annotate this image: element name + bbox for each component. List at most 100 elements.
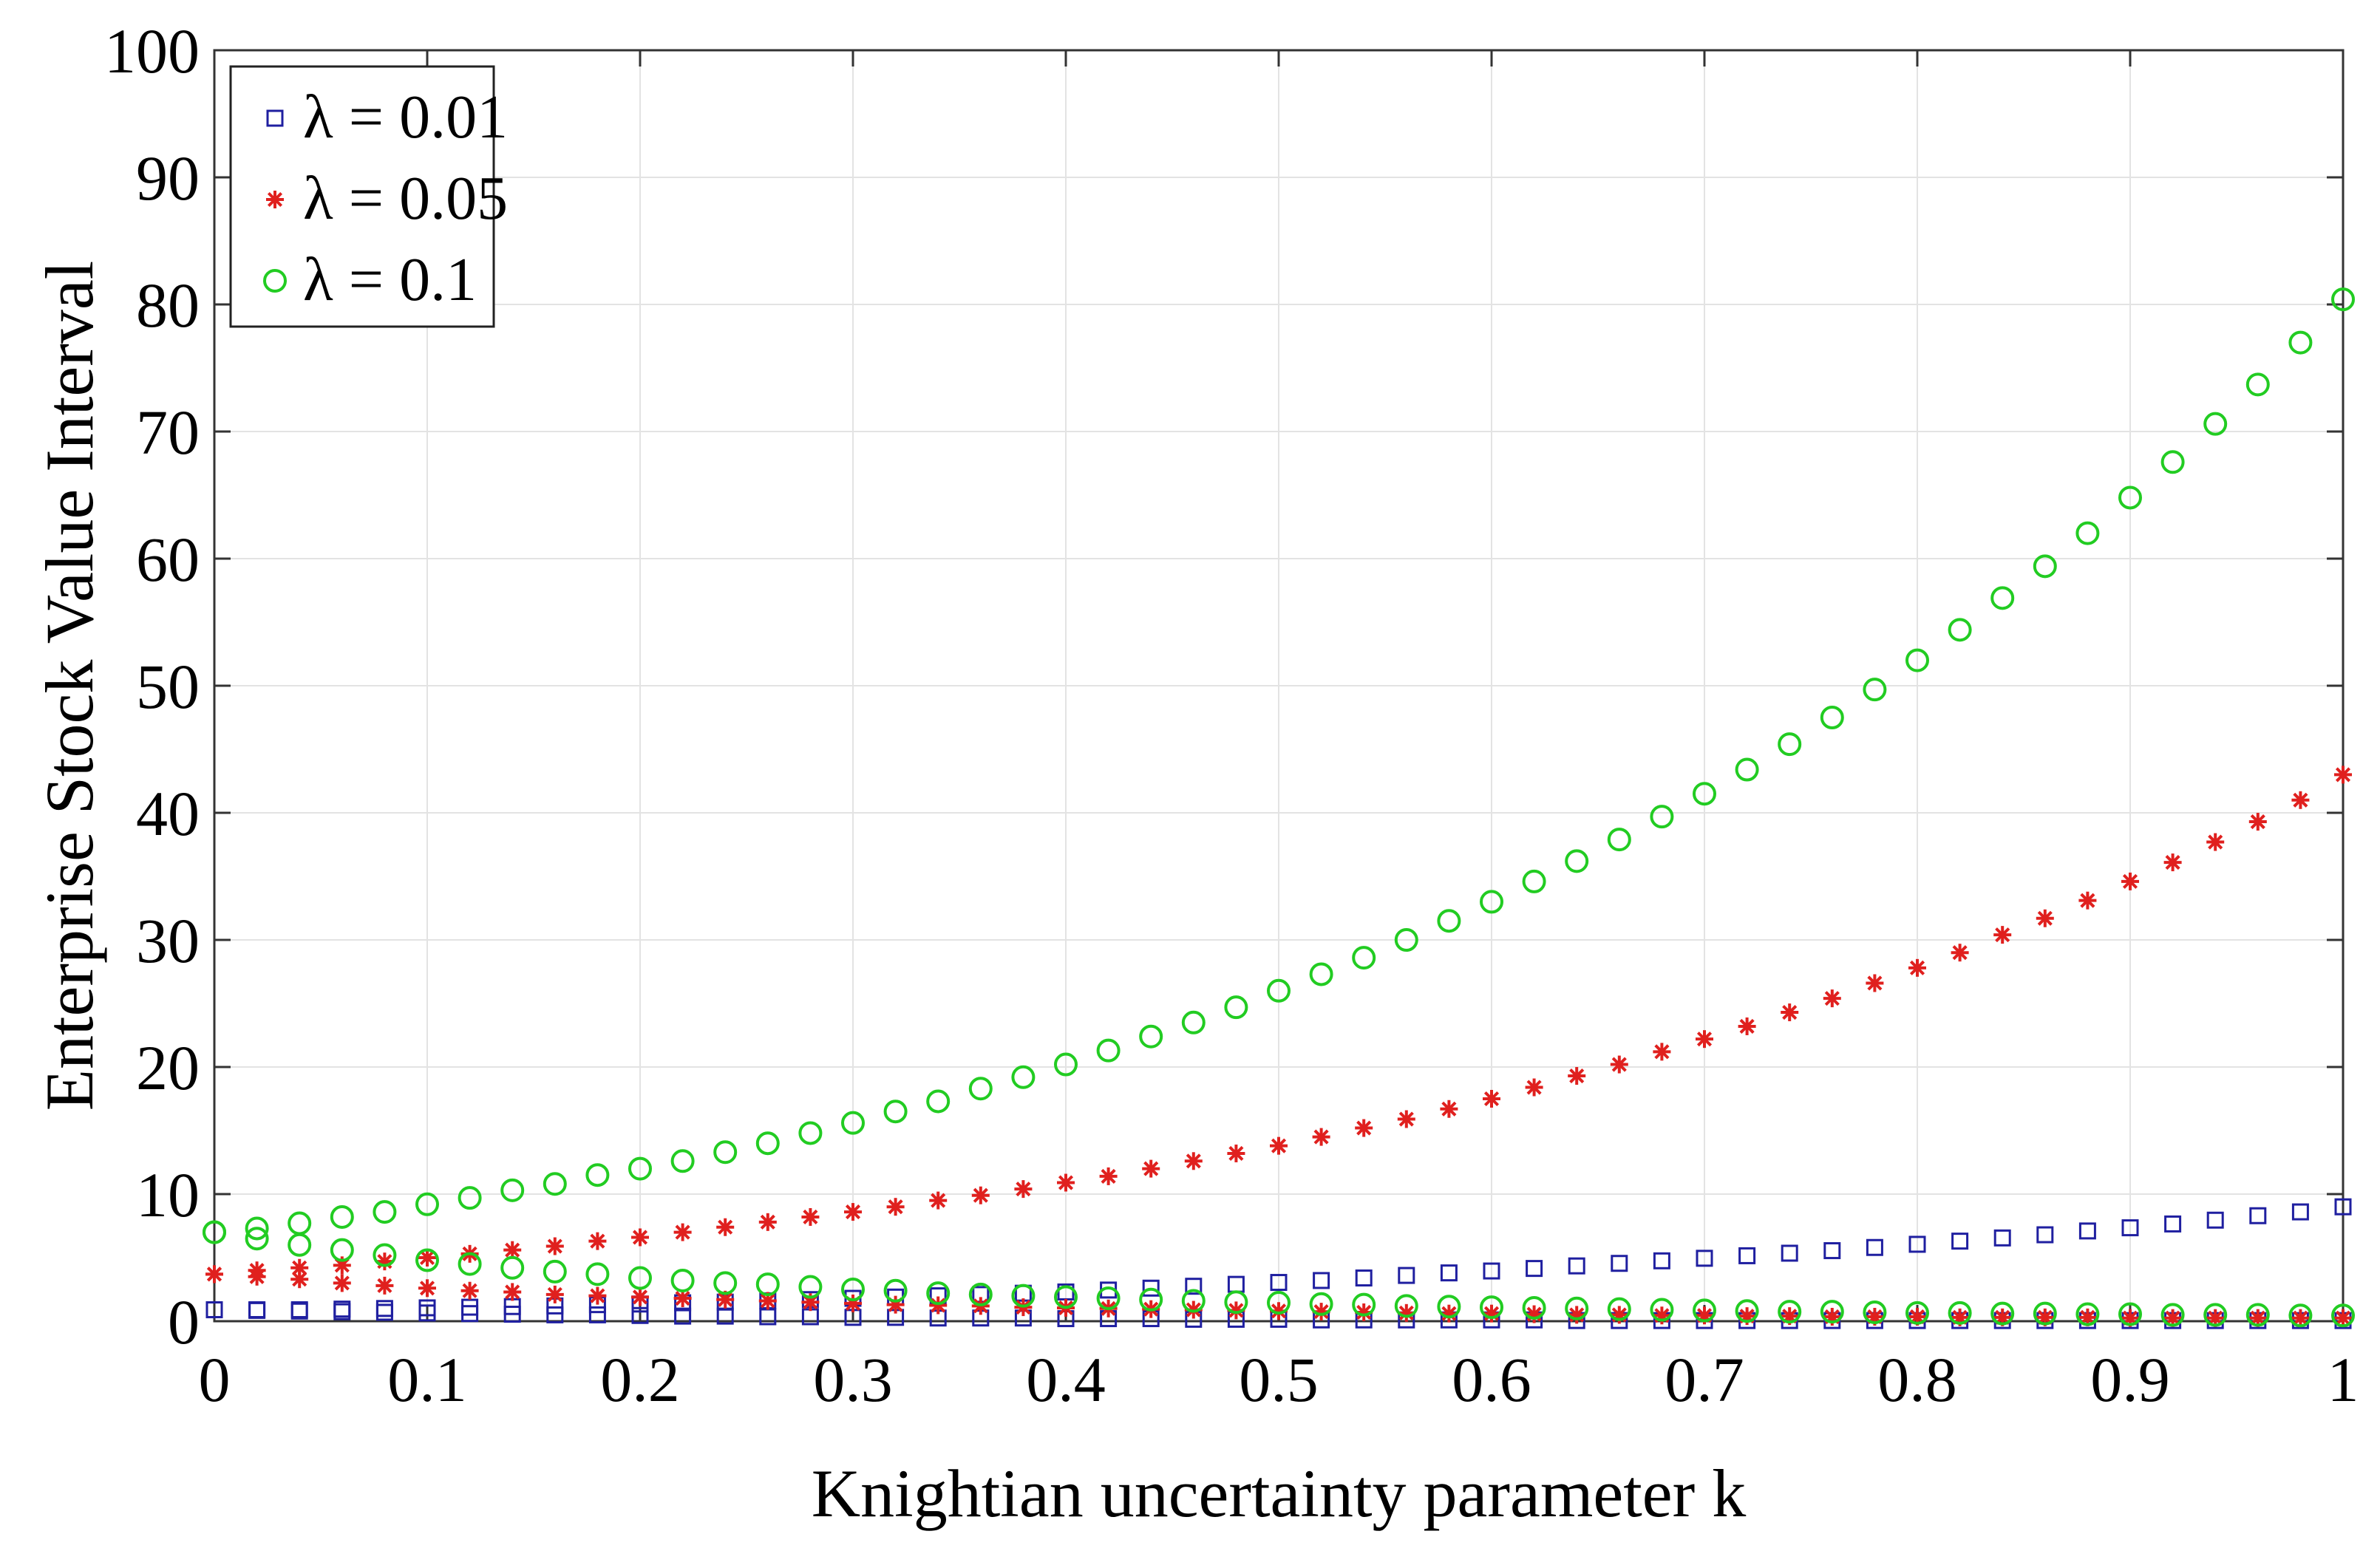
- data-point-upper-stroke: [2165, 855, 2180, 870]
- data-point-upper: [2206, 1211, 2224, 1229]
- data-point-lower: [1267, 1291, 1291, 1315]
- data-point-upper-stroke: [1739, 1018, 1755, 1034]
- data-point-upper: [1948, 618, 1972, 642]
- data-point-upper: [1866, 974, 1884, 992]
- data-point-upper: [585, 1163, 610, 1187]
- data-point-upper-stroke: [1313, 1129, 1329, 1145]
- data-point-upper-stroke: [1569, 1068, 1585, 1084]
- data-point-lower: [670, 1268, 695, 1292]
- data-point-lower: [203, 1220, 226, 1244]
- data-point-lower-stroke: [377, 1278, 392, 1293]
- data-point-upper-stroke: [803, 1209, 818, 1225]
- data-point-lower: [375, 1276, 394, 1295]
- data-point-upper: [801, 1207, 820, 1226]
- data-point-upper-stroke: [1441, 1101, 1457, 1117]
- data-point-upper: [1951, 944, 1969, 962]
- data-point-lower: [546, 1306, 564, 1323]
- data-point-upper: [2163, 853, 2182, 872]
- data-point-lower: [798, 1275, 823, 1299]
- data-point-upper: [2036, 909, 2054, 927]
- data-point-lower: [588, 1286, 607, 1305]
- data-point-upper: [1696, 1250, 1713, 1267]
- data-point-upper: [1738, 1247, 1756, 1264]
- data-point-lower: [2245, 1303, 2270, 1327]
- data-point-upper: [2121, 1219, 2139, 1237]
- data-point-upper: [1096, 1038, 1121, 1063]
- axis-ticks: 0 0.1 0.2 0.3 0.4 0.5 0.6 0.7 0.8 0.9 101020304050…: [104, 16, 2359, 1415]
- data-point-lower: [2078, 1308, 2097, 1326]
- data-point-upper: [1309, 962, 1333, 986]
- data-point-upper: [2036, 1226, 2054, 1244]
- data-point-upper-stroke: [2037, 910, 2053, 926]
- data-point-lower: [929, 1296, 948, 1315]
- data-point-upper: [1355, 1119, 1373, 1137]
- data-point-lower: [1394, 1294, 1418, 1318]
- data-point-lower: [1309, 1292, 1333, 1316]
- data-point-lower: [1181, 1289, 1206, 1313]
- x-tick-label: 0.4: [1026, 1344, 1106, 1415]
- data-point-lower: [1525, 1305, 1543, 1323]
- data-point-upper-stroke: [2250, 814, 2265, 830]
- data-point-lower: [290, 1302, 308, 1320]
- data-point-lower: [2331, 1303, 2355, 1328]
- data-point-upper: [2334, 766, 2352, 784]
- data-point-lower: [1650, 1298, 1674, 1322]
- series-2: [203, 287, 2355, 1328]
- data-point-upper: [1908, 1235, 1926, 1253]
- data-point-lower-stroke: [2080, 1309, 2095, 1325]
- data-point-lower: [2334, 1309, 2352, 1327]
- data-point-upper-stroke: [1952, 945, 1968, 961]
- data-point-upper-stroke: [973, 1187, 988, 1203]
- legend-marker-1-stroke: [267, 191, 283, 208]
- data-point-lower: [333, 1303, 351, 1320]
- data-point-upper: [1522, 869, 1546, 893]
- y-axis-label: Enterprise Stock Value Interval: [32, 261, 107, 1111]
- data-point-upper: [1866, 1238, 1883, 1256]
- data-point-upper: [2245, 372, 2270, 397]
- data-point-lower-stroke: [292, 1272, 307, 1287]
- data-point-upper: [1142, 1279, 1160, 1297]
- legend-marker-2: [263, 269, 287, 293]
- data-point-upper: [1823, 989, 1841, 1008]
- y-tick-label: 30: [136, 905, 200, 976]
- y-tick-label: 60: [136, 524, 200, 595]
- data-point-lower: [2206, 1309, 2225, 1327]
- data-point-upper: [330, 1204, 354, 1229]
- data-point-upper: [1185, 1278, 1203, 1295]
- data-point-lower: [755, 1272, 780, 1297]
- data-point-upper: [2248, 813, 2267, 831]
- data-point-lower-stroke: [1313, 1304, 1329, 1320]
- data-point-lower: [1948, 1301, 1972, 1325]
- data-point-upper-stroke: [845, 1204, 861, 1220]
- data-point-upper: [2288, 330, 2313, 355]
- data-point-lower: [883, 1278, 908, 1303]
- data-point-upper: [2331, 287, 2355, 312]
- data-point-upper: [886, 1198, 905, 1216]
- data-point-lower: [631, 1306, 649, 1324]
- data-point-upper: [1054, 1052, 1078, 1077]
- data-point-upper: [1480, 890, 1503, 914]
- data-point-upper: [418, 1249, 436, 1267]
- data-point-upper: [926, 1089, 951, 1114]
- data-point-upper: [1565, 849, 1589, 873]
- data-point-lower: [1522, 1295, 1546, 1320]
- data-point-upper: [1483, 1090, 1500, 1108]
- data-point-lower-stroke: [2165, 1310, 2180, 1326]
- data-point-upper: [670, 1149, 695, 1173]
- data-point-upper: [543, 1172, 567, 1196]
- legend-label-lambda-0.05: λ = 0.05: [303, 164, 508, 233]
- x-tick-label: 0.2: [600, 1344, 680, 1415]
- x-axis-label: Knightian uncertainty parameter k: [812, 1456, 1747, 1531]
- data-point-upper: [1993, 926, 2012, 944]
- data-point-upper: [1397, 1110, 1415, 1128]
- data-point-lower: [1054, 1285, 1078, 1309]
- data-point-upper-stroke: [931, 1193, 946, 1208]
- data-point-upper-stroke: [1824, 991, 1840, 1006]
- data-point-upper: [2206, 833, 2225, 851]
- data-point-lower: [205, 1301, 223, 1319]
- data-point-upper-stroke: [2080, 893, 2095, 908]
- data-point-lower: [2118, 1302, 2142, 1326]
- data-point-upper: [2121, 872, 2139, 890]
- data-point-upper-stroke: [1611, 1057, 1627, 1072]
